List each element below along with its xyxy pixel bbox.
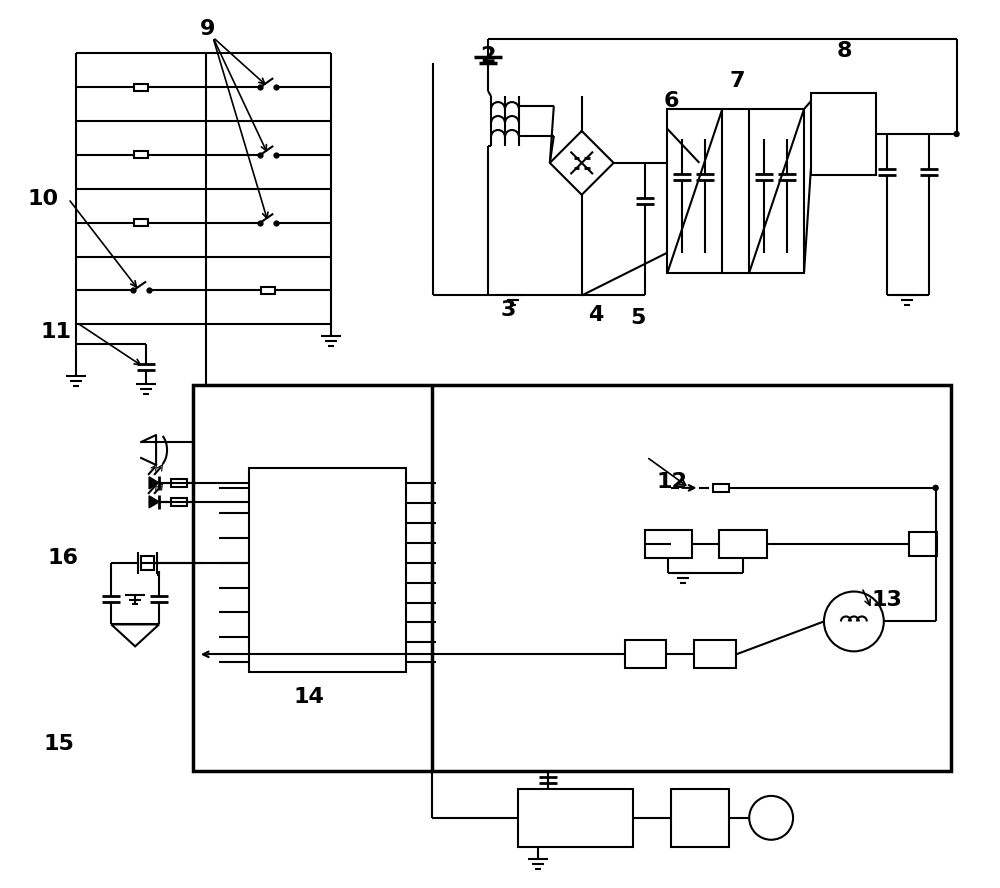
Bar [645, 530, 692, 558]
Bar [719, 530, 767, 558]
Bar [261, 287, 275, 294]
Bar [749, 109, 804, 273]
Bar [141, 556, 154, 569]
Bar [909, 532, 937, 556]
Bar [694, 640, 736, 669]
Bar [171, 479, 187, 487]
Text: 10: 10 [28, 189, 59, 209]
Text: 11: 11 [41, 322, 72, 343]
Bar [518, 789, 633, 847]
Text: 7: 7 [730, 71, 745, 91]
Text: 4: 4 [588, 305, 603, 325]
Text: 6: 6 [664, 91, 679, 111]
Bar [171, 498, 187, 506]
Bar [134, 219, 148, 226]
Bar [625, 640, 666, 669]
Text: 16: 16 [48, 548, 79, 567]
Bar [249, 468, 406, 672]
Bar [193, 385, 951, 771]
Bar [671, 789, 729, 847]
Text: 5: 5 [630, 308, 645, 329]
Bar [811, 93, 876, 175]
Text: 2: 2 [480, 46, 496, 67]
Circle shape [933, 486, 938, 490]
Circle shape [954, 131, 959, 137]
Polygon shape [149, 477, 159, 489]
Bar [713, 484, 729, 492]
Text: 3: 3 [500, 300, 516, 321]
Bar [134, 83, 148, 91]
Text: 15: 15 [44, 734, 75, 754]
Polygon shape [149, 496, 159, 508]
Bar [667, 109, 722, 273]
Text: 8: 8 [836, 41, 852, 61]
Text: 13: 13 [871, 590, 902, 609]
Bar [134, 152, 148, 158]
Text: 14: 14 [293, 687, 324, 707]
Polygon shape [111, 624, 159, 646]
Text: 9: 9 [200, 20, 216, 39]
Text: 12: 12 [656, 472, 687, 492]
